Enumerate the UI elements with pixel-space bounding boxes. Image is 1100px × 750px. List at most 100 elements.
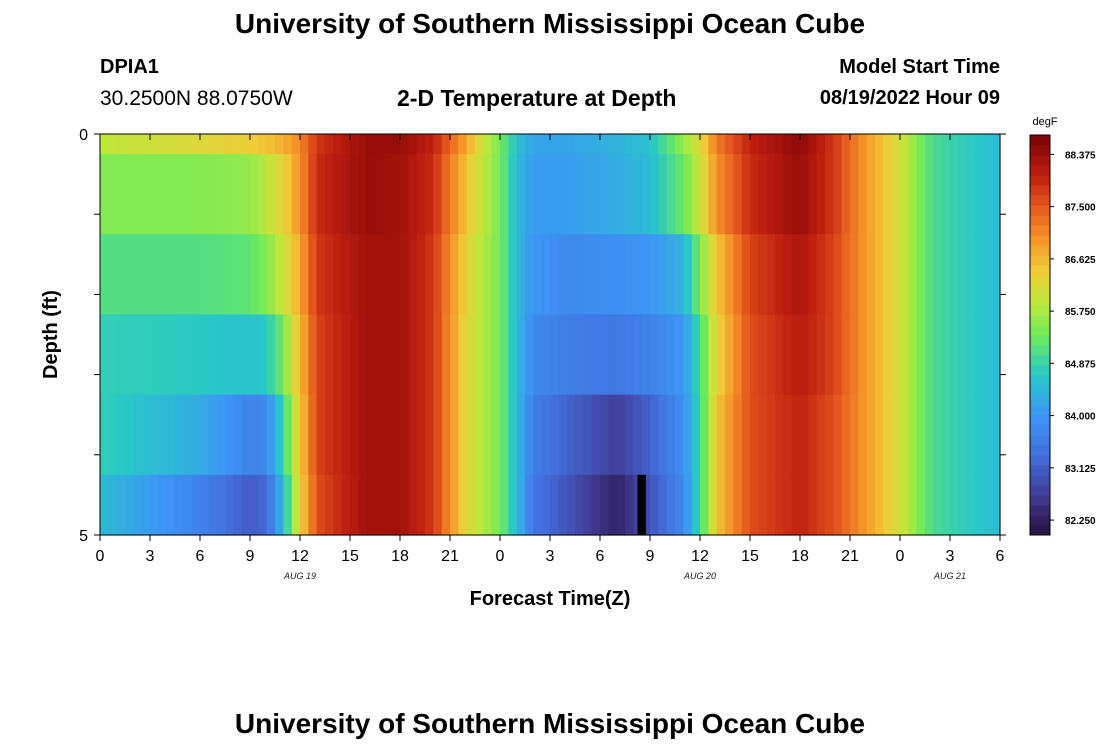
heatmap-cell	[450, 234, 459, 316]
heatmap-cell	[208, 234, 218, 316]
heatmap-cell	[400, 474, 409, 536]
heatmap-cell	[275, 134, 284, 155]
heatmap-cell	[183, 394, 193, 476]
heatmap-cell	[866, 474, 876, 536]
heatmap-cell	[341, 154, 351, 235]
heatmap-cell	[166, 234, 176, 316]
heatmap-cell	[616, 474, 626, 536]
x-tick-label: 18	[391, 548, 409, 565]
station-id: DPIA1	[100, 56, 159, 78]
heatmap-cell	[816, 314, 826, 396]
heatmap-cell	[308, 234, 318, 316]
heatmap-cell	[158, 474, 168, 536]
heatmap-cell	[966, 234, 976, 316]
heatmap-cell	[916, 134, 926, 155]
heatmap-cell	[625, 234, 634, 316]
heatmap-cell	[500, 474, 509, 536]
heatmap-cell	[141, 394, 151, 476]
heatmap-cell	[841, 234, 851, 316]
heatmap-cell	[958, 314, 968, 396]
colorbar-tick-label: 83.125	[1065, 464, 1096, 475]
colorbar-segment	[1030, 335, 1050, 346]
heatmap-cell	[466, 154, 476, 235]
heatmap-cell	[791, 314, 801, 396]
heatmap-cell	[958, 474, 968, 536]
heatmap-cell	[191, 134, 201, 155]
x-tick-label: 3	[946, 548, 955, 565]
heatmap-cell	[516, 154, 526, 235]
heatmap-cell	[791, 474, 801, 536]
heatmap-cell	[233, 394, 243, 476]
heatmap-cell	[600, 474, 609, 536]
heatmap-cell	[800, 154, 809, 235]
heatmap-cell	[883, 134, 893, 155]
heatmap-cell	[125, 394, 134, 476]
heatmap-cell	[366, 134, 376, 155]
heatmap-cell	[383, 154, 393, 235]
heatmap-cell	[108, 234, 118, 316]
heatmap-cell	[950, 474, 959, 536]
heatmap-cell	[691, 394, 701, 476]
heatmap-cell	[141, 234, 151, 316]
heatmap-cell	[516, 394, 526, 476]
heatmap-cell	[375, 154, 384, 235]
heatmap-cell	[291, 474, 301, 536]
colorbar-segment	[1030, 195, 1050, 206]
heatmap-cell	[450, 314, 459, 396]
heatmap-cell	[925, 154, 934, 235]
heatmap-cell	[125, 134, 134, 155]
heatmap-cell	[991, 154, 1001, 235]
heatmap-cell	[616, 234, 626, 316]
colorbar-segment	[1030, 175, 1050, 186]
heatmap-cell	[975, 314, 984, 396]
heatmap-cell	[850, 394, 859, 476]
heatmap-cell	[900, 394, 909, 476]
heatmap-cell	[641, 314, 651, 396]
x-date-label: AUG 19	[283, 571, 316, 581]
heatmap-cell	[175, 314, 184, 396]
heatmap-cell	[666, 394, 676, 476]
heatmap-cell	[191, 474, 201, 536]
x-tick-label: 3	[146, 548, 155, 565]
heatmap-cell	[541, 474, 551, 536]
heatmap-cell	[600, 134, 609, 155]
heatmap-cell	[100, 314, 109, 396]
colorbar-segment	[1030, 295, 1050, 306]
heatmap-cell	[466, 134, 476, 155]
heatmap-cell	[916, 314, 926, 396]
heatmap-cell	[958, 134, 968, 155]
heatmap-cell	[841, 474, 851, 536]
heatmap-cell	[125, 474, 134, 536]
heatmap-cell	[333, 394, 343, 476]
heatmap-cell	[133, 394, 143, 476]
heatmap-cell	[175, 134, 184, 155]
heatmap-cell	[916, 234, 926, 316]
heatmap-cell	[458, 314, 468, 396]
heatmap-cell	[691, 134, 701, 155]
heatmap-cell	[950, 154, 959, 235]
heatmap-cell	[716, 134, 726, 155]
heatmap-cell	[983, 154, 993, 235]
heatmap-cell	[683, 394, 693, 476]
x-tick-label: 9	[646, 548, 655, 565]
heatmap-cell	[433, 394, 443, 476]
heatmap-cell	[325, 154, 334, 235]
heatmap-cell	[566, 474, 576, 536]
heatmap-cell	[225, 474, 234, 536]
heatmap-cell	[450, 154, 459, 235]
colorbar-tick-label: 82.250	[1065, 516, 1096, 527]
heatmap-cell	[508, 134, 518, 155]
heatmap-cell	[925, 134, 934, 155]
heatmap-cell	[575, 134, 584, 155]
heatmap-cell	[108, 394, 118, 476]
heatmap-cell	[700, 314, 709, 396]
heatmap-cell	[808, 474, 818, 536]
heatmap-cell	[775, 154, 784, 235]
heatmap-cell	[983, 234, 993, 316]
heatmap-cell	[833, 474, 843, 536]
heatmap-cell	[575, 314, 584, 396]
heatmap-cell	[666, 234, 676, 316]
heatmap-cell	[691, 314, 701, 396]
heatmap-cell	[491, 154, 501, 235]
page-title: University of Southern Mississippi Ocean…	[234, 8, 866, 39]
